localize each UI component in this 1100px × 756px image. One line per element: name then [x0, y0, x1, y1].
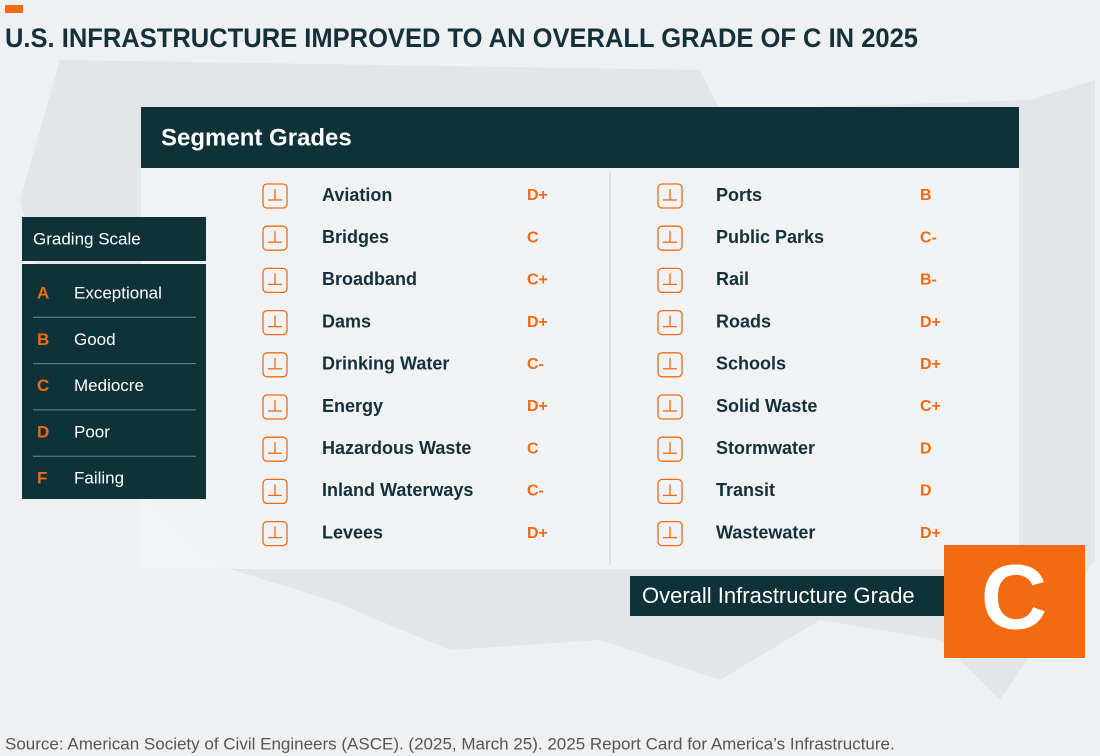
segment-name: Dams [322, 311, 371, 331]
segment-name: Hazardous Waste [322, 438, 471, 458]
segment-grade: C- [527, 356, 544, 373]
segment-name: Bridges [322, 227, 389, 247]
segment-grade: D+ [527, 314, 548, 331]
segment-icon [262, 520, 288, 547]
segment-heading: Segment Grades [161, 124, 352, 151]
segment-icon [262, 478, 288, 505]
segment-grade: C+ [920, 398, 941, 415]
segment-grade: C- [920, 229, 937, 246]
scale-letter: A [37, 283, 49, 302]
segment-name: Broadband [322, 269, 417, 289]
segment-icon [657, 352, 683, 378]
segment-name: Aviation [322, 185, 392, 205]
segment-icon [657, 267, 683, 294]
segment-icon [262, 183, 288, 209]
segment-name: Inland Waterways [322, 480, 473, 500]
scale-header [22, 217, 206, 261]
segment-name: Wastewater [716, 522, 815, 542]
scale-label: Failing [74, 469, 124, 488]
scale-letter: B [37, 330, 49, 349]
segment-name: Ports [716, 185, 762, 205]
segment-name: Energy [322, 396, 383, 416]
segment-icon [262, 352, 288, 378]
segment-grade: D+ [527, 187, 548, 204]
segment-icon [657, 309, 683, 336]
scale-heading: Grading Scale [33, 229, 141, 248]
scale-label: Good [74, 330, 116, 349]
segment-icon [657, 225, 683, 251]
overall-label-box [630, 576, 946, 616]
page-title: U.S. INFRASTRUCTURE IMPROVED TO AN OVERA… [5, 23, 918, 53]
segment-icon [657, 394, 683, 420]
segment-name: Public Parks [716, 227, 824, 247]
segment-grade: D [920, 483, 932, 500]
segment-grade: B [920, 187, 932, 204]
scale-label: Mediocre [74, 376, 144, 395]
segment-name: Levees [322, 522, 383, 542]
segment-name: Drinking Water [322, 354, 449, 374]
segment-grade: B- [920, 272, 937, 289]
segment-grade: D+ [920, 356, 941, 373]
segment-name: Roads [716, 311, 771, 331]
segment-grade: D+ [527, 398, 548, 415]
segment-header [141, 107, 1019, 168]
segment-grade: C- [527, 483, 544, 500]
scale-panel [22, 264, 206, 499]
segment-name: Stormwater [716, 438, 815, 458]
segment-icon [657, 478, 683, 505]
segment-grade: D+ [920, 525, 941, 542]
segment-name: Schools [716, 354, 786, 374]
segment-icon [657, 520, 683, 547]
segment-name: Solid Waste [716, 396, 817, 416]
scale-label: Poor [74, 422, 110, 441]
segment-icon [262, 225, 288, 251]
segment-icon [657, 183, 683, 209]
segment-grade: C+ [527, 272, 548, 289]
segment-icon [262, 267, 288, 294]
overall-grade: C [981, 546, 1047, 648]
segment-icon [262, 436, 288, 462]
scale-label: Exceptional [74, 283, 162, 302]
overall-label: Overall Infrastructure Grade [642, 583, 915, 608]
source: Source: American Society of Civil Engine… [5, 734, 895, 753]
segment-grade: D+ [920, 314, 941, 331]
segment-grade: C [527, 229, 539, 246]
scale-letter: C [37, 376, 49, 395]
segment-icon [262, 394, 288, 420]
segment-grade: D [920, 440, 932, 457]
overall-grade-box [944, 545, 1085, 658]
segment-grade: C [527, 440, 539, 457]
segment-icon [262, 309, 288, 336]
segment-name: Transit [716, 480, 775, 500]
segment-grade: D+ [527, 525, 548, 542]
segment-name: Rail [716, 269, 749, 289]
scale-letter: F [37, 469, 47, 488]
scale-letter: D [37, 422, 49, 441]
accent-bar [5, 5, 23, 13]
segment-icon [657, 436, 683, 462]
